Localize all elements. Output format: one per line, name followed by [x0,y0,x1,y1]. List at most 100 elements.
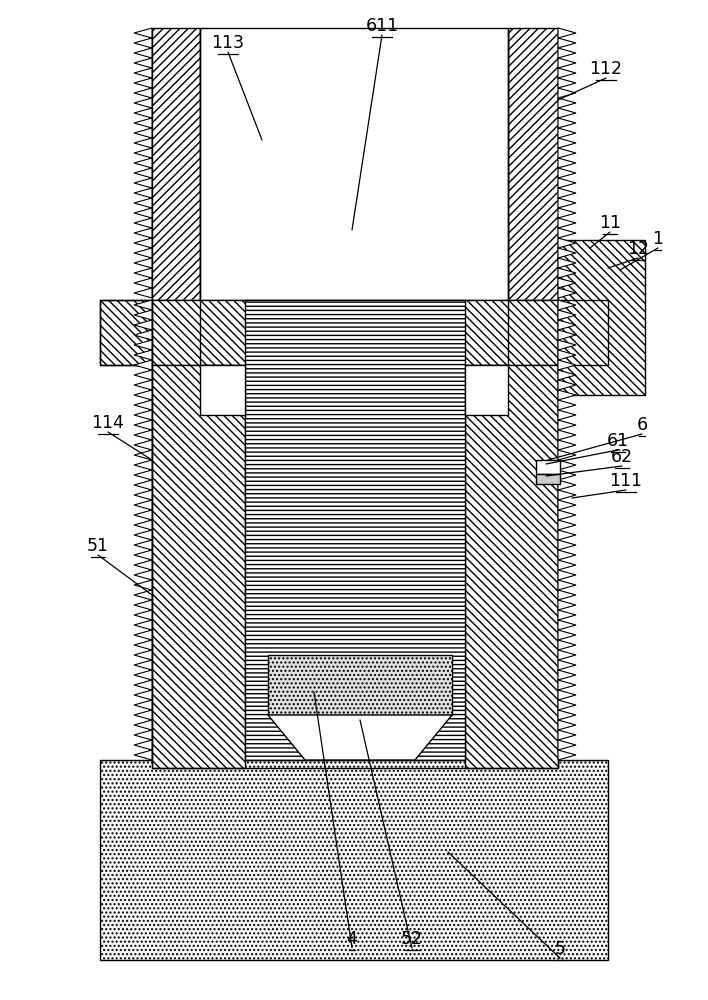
Polygon shape [134,380,152,390]
Polygon shape [134,350,152,360]
Polygon shape [558,400,576,410]
Polygon shape [558,68,576,78]
Polygon shape [558,148,576,158]
Polygon shape [134,540,152,550]
Text: 114: 114 [91,414,125,432]
Polygon shape [558,98,576,108]
Polygon shape [558,258,576,268]
Polygon shape [134,700,152,710]
Polygon shape [558,268,576,278]
Bar [268,655,452,715]
Bar [152,365,245,768]
Polygon shape [558,720,576,730]
Polygon shape [134,188,152,198]
Polygon shape [134,450,152,460]
Polygon shape [558,440,576,450]
Polygon shape [134,208,152,218]
Polygon shape [558,560,576,570]
Polygon shape [558,340,576,350]
Polygon shape [558,480,576,490]
Polygon shape [558,88,576,98]
Polygon shape [134,570,152,580]
Polygon shape [558,640,576,650]
Polygon shape [558,710,576,720]
Polygon shape [134,68,152,78]
Text: 6: 6 [636,416,648,434]
Polygon shape [134,680,152,690]
Polygon shape [558,108,576,118]
Polygon shape [134,510,152,520]
Polygon shape [558,490,576,500]
Polygon shape [134,710,152,720]
Polygon shape [134,48,152,58]
Text: 111: 111 [610,472,642,490]
Bar [536,460,560,474]
Polygon shape [558,360,576,370]
Polygon shape [558,118,576,128]
Polygon shape [268,715,452,760]
Polygon shape [558,128,576,138]
Polygon shape [134,610,152,620]
Polygon shape [134,390,152,400]
Polygon shape [558,58,576,68]
Polygon shape [134,340,152,350]
Polygon shape [134,620,152,630]
Polygon shape [134,178,152,188]
Polygon shape [134,108,152,118]
Polygon shape [134,128,152,138]
Text: 52: 52 [401,930,423,948]
Text: 113: 113 [212,34,244,52]
Polygon shape [558,228,576,238]
Polygon shape [134,360,152,370]
Text: 61: 61 [607,432,629,450]
Polygon shape [558,550,576,560]
Bar [508,28,558,300]
Polygon shape [134,590,152,600]
Polygon shape [134,400,152,410]
Text: 112: 112 [590,60,622,78]
Polygon shape [134,248,152,258]
Polygon shape [134,370,152,380]
Polygon shape [558,680,576,690]
Text: 11: 11 [599,214,621,232]
Polygon shape [558,420,576,430]
Polygon shape [134,88,152,98]
Polygon shape [134,148,152,158]
Polygon shape [134,268,152,278]
Text: 12: 12 [627,240,649,258]
Polygon shape [558,350,576,360]
Polygon shape [134,138,152,148]
Polygon shape [134,420,152,430]
Polygon shape [558,460,576,470]
Bar [200,365,245,415]
Polygon shape [558,158,576,168]
Text: 62: 62 [611,448,633,466]
Polygon shape [134,38,152,48]
Polygon shape [134,78,152,88]
Bar [245,300,465,760]
Bar [465,365,508,415]
Polygon shape [134,490,152,500]
Polygon shape [558,78,576,88]
Polygon shape [134,550,152,560]
Polygon shape [134,288,152,298]
Polygon shape [558,520,576,530]
Polygon shape [558,750,576,760]
Polygon shape [558,248,576,258]
Polygon shape [558,540,576,550]
Polygon shape [558,330,576,340]
Polygon shape [134,118,152,128]
Polygon shape [134,480,152,490]
Polygon shape [134,300,152,310]
Text: 51: 51 [87,537,109,555]
Polygon shape [558,288,576,298]
Polygon shape [134,430,152,440]
Polygon shape [134,600,152,610]
Text: 4: 4 [346,930,358,948]
Polygon shape [134,460,152,470]
Polygon shape [134,310,152,320]
Polygon shape [134,98,152,108]
Bar [558,300,608,365]
Polygon shape [558,620,576,630]
Polygon shape [558,630,576,640]
